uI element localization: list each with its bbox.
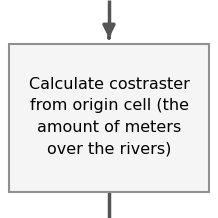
Text: Calculate costraster
from origin cell (the
amount of meters
over the rivers): Calculate costraster from origin cell (t… (29, 77, 189, 157)
FancyBboxPatch shape (9, 44, 209, 192)
